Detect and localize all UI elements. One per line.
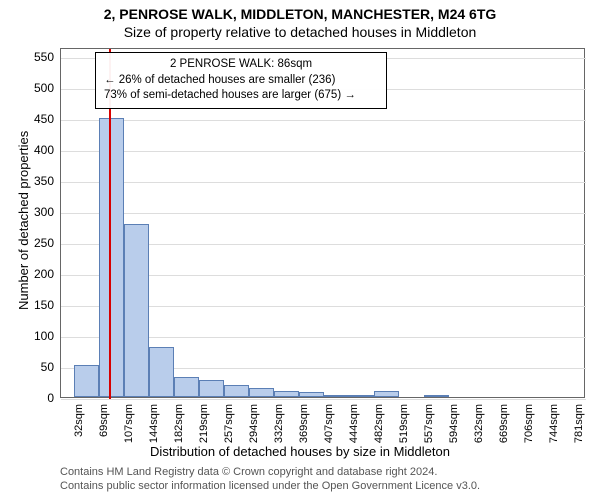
histogram-bar: [274, 391, 299, 397]
title-sub: Size of property relative to detached ho…: [0, 24, 600, 40]
x-tick-label: 444sqm: [348, 404, 360, 454]
x-tick-label: 332sqm: [273, 404, 285, 454]
x-tick-label: 482sqm: [373, 404, 385, 454]
histogram-bar: [249, 388, 274, 397]
grid-line: [61, 182, 586, 183]
histogram-bar: [224, 385, 249, 397]
grid-line: [61, 120, 586, 121]
histogram-bar: [299, 392, 324, 397]
x-tick-label: 744sqm: [548, 404, 560, 454]
x-tick-label: 594sqm: [448, 404, 460, 454]
histogram-bar: [424, 395, 449, 397]
y-tick-label: 50: [24, 360, 54, 374]
x-tick-label: 32sqm: [73, 404, 85, 454]
x-tick-label: 706sqm: [523, 404, 535, 454]
y-tick-label: 100: [24, 329, 54, 343]
x-tick-label: 519sqm: [398, 404, 410, 454]
y-tick-label: 0: [24, 391, 54, 405]
x-tick-label: 632sqm: [473, 404, 485, 454]
x-tick-label: 69sqm: [98, 404, 110, 454]
grid-line: [61, 399, 586, 400]
x-tick-label: 369sqm: [298, 404, 310, 454]
x-tick-label: 294sqm: [248, 404, 260, 454]
title-main: 2, PENROSE WALK, MIDDLETON, MANCHESTER, …: [0, 6, 600, 22]
histogram-bar: [374, 391, 399, 397]
x-tick-label: 182sqm: [173, 404, 185, 454]
histogram-bar: [74, 365, 99, 397]
x-tick-label: 669sqm: [498, 404, 510, 454]
grid-line: [61, 151, 586, 152]
annotation-line: 73% of semi-detached houses are larger (…: [104, 88, 378, 104]
annotation-line: 2 PENROSE WALK: 86sqm: [104, 57, 378, 73]
y-tick-label: 300: [24, 205, 54, 219]
histogram-bar: [199, 380, 224, 397]
histogram-bar: [349, 395, 374, 397]
y-axis-label: Number of detached properties: [16, 131, 31, 310]
y-tick-label: 550: [24, 50, 54, 64]
y-tick-label: 400: [24, 143, 54, 157]
histogram-bar: [124, 224, 149, 397]
grid-line: [61, 213, 586, 214]
y-tick-label: 150: [24, 298, 54, 312]
caption-line-2: Contains public sector information licen…: [60, 480, 480, 492]
histogram-bar: [99, 118, 124, 397]
histogram-bar: [149, 347, 174, 397]
x-tick-label: 219sqm: [198, 404, 210, 454]
annotation-box: 2 PENROSE WALK: 86sqm← 26% of detached h…: [95, 52, 387, 109]
x-tick-label: 257sqm: [223, 404, 235, 454]
y-tick-label: 500: [24, 81, 54, 95]
x-tick-label: 407sqm: [323, 404, 335, 454]
caption-line-1: Contains HM Land Registry data © Crown c…: [60, 466, 437, 478]
x-tick-label: 107sqm: [123, 404, 135, 454]
y-tick-label: 350: [24, 174, 54, 188]
y-tick-label: 200: [24, 267, 54, 281]
x-tick-label: 781sqm: [573, 404, 585, 454]
x-tick-label: 144sqm: [148, 404, 160, 454]
histogram-bar: [324, 395, 349, 397]
histogram-bar: [174, 377, 199, 397]
annotation-line: ← 26% of detached houses are smaller (23…: [104, 73, 378, 89]
caption: Contains HM Land Registry data © Crown c…: [60, 465, 480, 494]
x-tick-label: 557sqm: [423, 404, 435, 454]
y-tick-label: 450: [24, 112, 54, 126]
y-tick-label: 250: [24, 236, 54, 250]
